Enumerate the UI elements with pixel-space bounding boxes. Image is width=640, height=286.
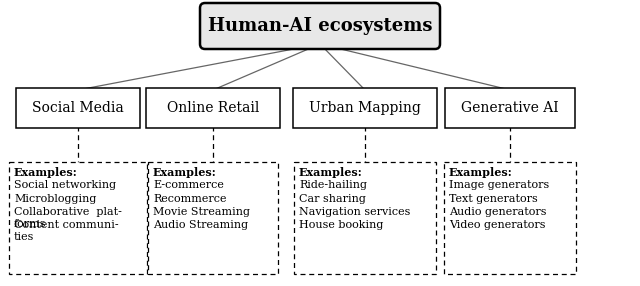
Text: House booking: House booking [299, 221, 383, 231]
Text: Video generators: Video generators [449, 221, 545, 231]
Text: Collaborative  plat-
forms: Collaborative plat- forms [14, 207, 122, 229]
Text: Audio generators: Audio generators [449, 207, 547, 217]
Bar [444, 162, 576, 274]
Text: Car sharing: Car sharing [299, 194, 366, 204]
FancyBboxPatch shape [293, 88, 437, 128]
Text: Generative AI: Generative AI [461, 101, 559, 115]
Text: Content communi-
ties: Content communi- ties [14, 221, 118, 242]
FancyBboxPatch shape [16, 88, 140, 128]
FancyBboxPatch shape [200, 3, 440, 49]
Text: Urban Mapping: Urban Mapping [309, 101, 421, 115]
Text: Examples:: Examples: [299, 167, 363, 178]
Text: Ride-hailing: Ride-hailing [299, 180, 367, 190]
Text: E-commerce: E-commerce [153, 180, 224, 190]
Text: Movie Streaming: Movie Streaming [153, 207, 250, 217]
FancyBboxPatch shape [146, 88, 280, 128]
FancyBboxPatch shape [445, 88, 575, 128]
Text: Microblogging: Microblogging [14, 194, 97, 204]
Text: Image generators: Image generators [449, 180, 549, 190]
Text: Examples:: Examples: [14, 167, 77, 178]
Bar [294, 162, 436, 274]
Text: Examples:: Examples: [449, 167, 513, 178]
Text: Human-AI ecosystems: Human-AI ecosystems [208, 17, 432, 35]
Text: Online Retail: Online Retail [167, 101, 259, 115]
Bar [9, 162, 147, 274]
Text: Recommerce: Recommerce [153, 194, 227, 204]
Text: Audio Streaming: Audio Streaming [153, 221, 248, 231]
Bar [148, 162, 278, 274]
Text: Examples:: Examples: [153, 167, 217, 178]
Text: Navigation services: Navigation services [299, 207, 410, 217]
Text: Social networking: Social networking [14, 180, 116, 190]
Text: Social Media: Social Media [32, 101, 124, 115]
Text: Text generators: Text generators [449, 194, 538, 204]
